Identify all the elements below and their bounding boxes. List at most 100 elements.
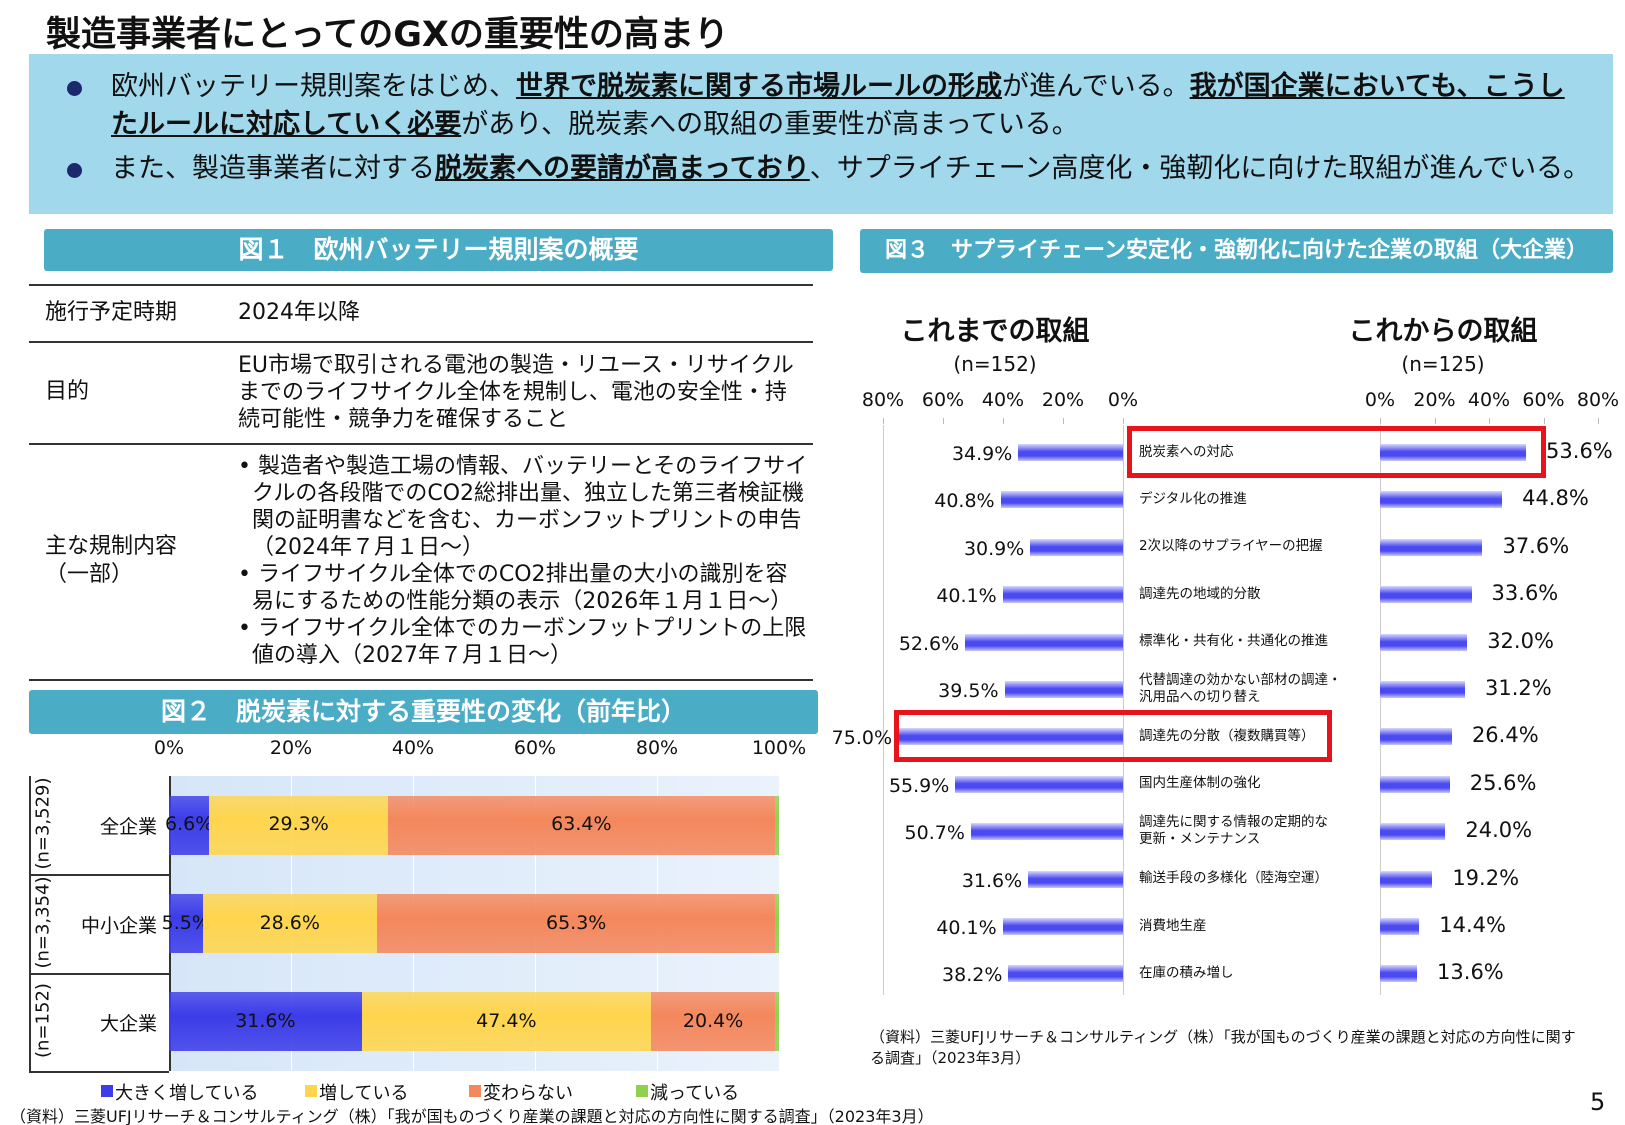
value-label: 40.1%	[936, 585, 997, 608]
bar-segment	[169, 894, 203, 953]
bar-segment	[361, 992, 651, 1052]
bar-left	[1002, 586, 1123, 604]
value-label: 13.6%	[1437, 960, 1504, 985]
bar-left	[970, 823, 1123, 841]
category-label: 国内生産体制の強化	[1139, 775, 1261, 792]
category-label: 脱炭素への対応	[1139, 443, 1234, 460]
bar-segment	[387, 795, 775, 855]
legend-label: 変わらない	[483, 1083, 573, 1104]
tick-mark	[1489, 418, 1490, 424]
bar-segment	[775, 992, 779, 1052]
source-note: （資料）三菱UFJリサーチ＆コンサルティング（株）「我が国ものづくり産業の課題と…	[10, 1107, 934, 1125]
grid-line	[779, 776, 780, 1071]
figure3-header: 図３ サプライチェーン安定化・強靭化に向けた企業の取組（大企業）	[860, 229, 1613, 273]
value-label: 53.6%	[1546, 439, 1613, 463]
sample-size: (n=125)	[1401, 352, 1485, 376]
legend-label: 増している	[319, 1083, 409, 1104]
bar-segment	[377, 894, 776, 953]
value-label: 20.4%	[682, 1009, 744, 1032]
category-label: デジタル化の推進	[1139, 490, 1247, 507]
value-label: 31.2%	[1485, 676, 1552, 700]
value-label: 26.4%	[1471, 723, 1539, 748]
tick-mark	[1434, 418, 1436, 424]
text: があり、脱炭素への取組の重要性が高まっている。	[461, 109, 1079, 140]
sample-size: (n=152)	[953, 352, 1037, 376]
value-label: 75.0%	[831, 727, 892, 750]
x-tick-label: 0%	[1107, 389, 1139, 411]
sample-size-label: (n=152)	[32, 982, 54, 1058]
row-label: 施行予定時期	[45, 284, 225, 341]
bar-right	[1380, 775, 1450, 793]
sample-size-label: (n=3,529)	[32, 777, 54, 870]
tick-mark	[1003, 418, 1004, 424]
x-tick-label: 60%	[513, 737, 557, 759]
legend-swatch	[469, 1085, 481, 1097]
table-rule	[29, 443, 813, 445]
value-label: 39.5%	[938, 680, 999, 702]
bar-left	[898, 728, 1123, 746]
category-label: 2次以降のサプライヤーの把握	[1139, 538, 1323, 555]
bar-right	[1380, 870, 1433, 888]
panel-line	[29, 776, 31, 1071]
value-label: 52.6%	[898, 632, 960, 655]
figure1-table: 施行予定時期 2024年以降 目的 EU市場で取引される電池の製造・リユース・リサイク…	[29, 284, 813, 684]
value-label: 37.6%	[1502, 533, 1570, 558]
sample-size-label: (n=3,354)	[32, 875, 54, 969]
value-label: 31.6%	[235, 1009, 296, 1032]
bar-right	[1380, 444, 1527, 461]
tick-mark	[1063, 418, 1064, 424]
emphasis-text: 世界で脱炭素に関する市場ルールの形成	[516, 71, 1002, 102]
table-rule	[29, 284, 813, 286]
x-tick-label: 60%	[921, 389, 965, 411]
table-rule	[29, 679, 813, 681]
x-tick-label: 20%	[1413, 389, 1456, 411]
value-label: 50.7%	[904, 822, 965, 845]
row-item: • ライフサイクル全体でのカーボンフットプリントの上限値の導入（2027年７月１…	[238, 616, 807, 668]
bar-right	[1380, 586, 1472, 604]
axis-line	[1123, 425, 1124, 995]
value-label: 5.5%	[161, 911, 210, 934]
tick-mark	[1543, 418, 1545, 424]
legend-swatch	[101, 1085, 113, 1097]
row-item: • ライフサイクル全体でのCO2排出量の大小の識別を容易にするための性能分類の表…	[238, 562, 793, 614]
value-label: 28.6%	[259, 911, 320, 934]
value-label: 24.0%	[1465, 818, 1533, 843]
row-label-line: （一部）	[45, 562, 134, 587]
bar-right	[1380, 965, 1418, 983]
bar-segment	[169, 992, 362, 1052]
figure2-header: 図２ 脱炭素に対する重要性の変化（前年比）	[29, 690, 818, 734]
row-content: • 製造者や製造工場の情報、バッテリーとそのライフサイクルの各段階でのCO2総排…	[238, 443, 808, 679]
value-label: 30.9%	[963, 537, 1025, 560]
bar-left	[1018, 444, 1123, 461]
bar-segment	[202, 894, 377, 953]
bullet-dot	[67, 81, 82, 96]
panel-title: これまでの取組	[900, 316, 1090, 347]
x-tick-label: 0%	[1364, 389, 1396, 411]
text: が進んでいる。	[1002, 71, 1190, 102]
emphasis-text: 脱炭素への要請が高まっており	[435, 153, 810, 184]
row-content: 2024年以降	[238, 284, 808, 341]
page-number: 5	[1590, 1088, 1606, 1116]
x-tick-label: 40%	[1467, 389, 1511, 411]
category-label: 調達先に関する情報の定期的な 更新・メンテナンス	[1139, 814, 1328, 848]
bar-right	[1380, 918, 1420, 935]
tick-mark	[943, 418, 944, 424]
x-tick-label: 80%	[861, 389, 905, 411]
category-label: 標準化・共有化・共通化の推進	[1139, 633, 1328, 650]
tick-mark	[1598, 418, 1599, 424]
bar-left	[1000, 491, 1123, 509]
value-label: 55.9%	[888, 774, 950, 797]
bar-right	[1380, 538, 1483, 556]
category-label: 消費地生産	[1139, 917, 1207, 934]
axis-line	[1380, 425, 1381, 995]
bar-left	[1030, 538, 1123, 556]
row-item: • 製造者や製造工場の情報、バッテリーとそのライフサイクルの各段階でのCO2総排…	[238, 454, 808, 560]
x-tick-label: 0%	[153, 737, 185, 759]
value-label: 34.9%	[951, 443, 1013, 465]
value-label: 40.1%	[936, 917, 997, 939]
bar-right	[1380, 823, 1446, 841]
value-label: 32.0%	[1487, 628, 1554, 653]
row-label: 目的	[45, 341, 225, 443]
bar-right	[1380, 633, 1468, 651]
text: 欧州バッテリー規則案をはじめ、	[111, 71, 516, 102]
